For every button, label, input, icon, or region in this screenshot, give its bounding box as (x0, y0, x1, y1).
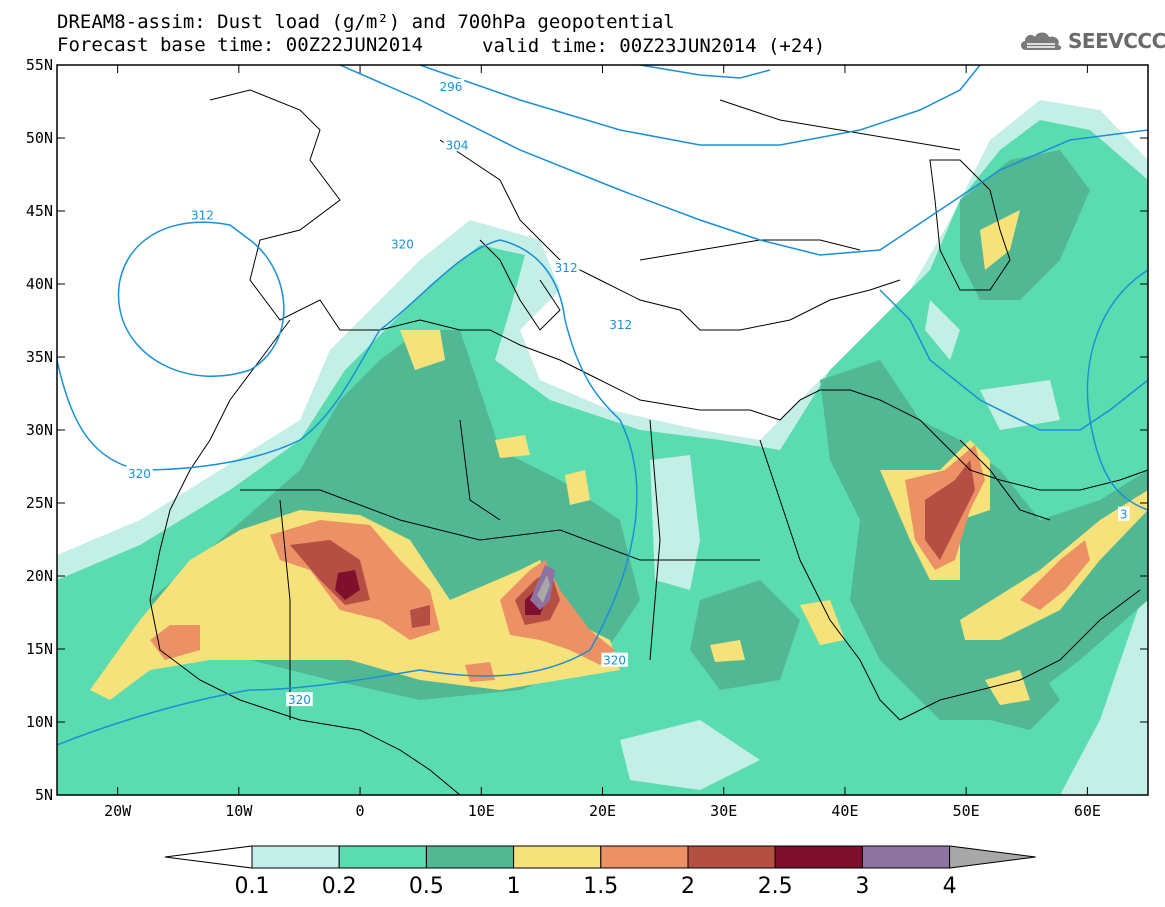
lat-tick-label: 10N (26, 713, 53, 731)
contour-label: 320 (128, 467, 151, 481)
lat-tick-label: 55N (26, 56, 53, 74)
contour-label: 320 (288, 693, 311, 707)
colorbar-label: 1.5 (583, 874, 618, 899)
colorbar-label: 0.1 (235, 874, 270, 899)
contour-label-bg (286, 692, 313, 707)
lon-tick-label: 10W (225, 802, 253, 820)
colorbar-swatch (861, 845, 951, 869)
lon-tick-label: 0 (356, 802, 365, 820)
lon-tick-label: 20W (104, 802, 132, 820)
coastlines (149, 89, 1148, 795)
colorbar-label: 1 (507, 874, 521, 899)
lat-tick-label: 30N (26, 421, 53, 439)
colorbar-swatch (687, 845, 776, 869)
title-line-2: Forecast base time: 00Z22JUN2014 (57, 34, 424, 56)
colorbar-swatch (338, 845, 427, 869)
contour-label: 312 (609, 318, 632, 332)
contour-label: 304 (446, 138, 469, 152)
valid-time: valid time: 00Z23JUN2014 (+24) (482, 35, 826, 57)
latitude-axis: 55N 50N 45N 40N 35N 30N 25N 20N 15N 10N 5N (26, 56, 1148, 804)
colorbar-label: 2 (681, 874, 695, 899)
contour-label: 312 (555, 261, 578, 275)
contour-label-bg (389, 236, 416, 251)
colorbar-swatch (513, 845, 602, 869)
colorbar-swatch (600, 845, 689, 869)
colorbar-swatch (774, 845, 863, 869)
contour-label: 320 (603, 654, 626, 668)
contour-label-bg (1118, 506, 1130, 521)
lon-tick-label: 10E (468, 802, 495, 820)
colorbar-over-arrow (949, 845, 1036, 869)
contour-label: 320 (391, 238, 414, 252)
lat-tick-label: 45N (26, 202, 53, 220)
lon-tick-label: 20E (589, 802, 616, 820)
colorbar-swatch (251, 845, 340, 869)
contour-label: 312 (191, 208, 214, 222)
cloud-icon (1020, 32, 1062, 51)
colorbar-under-arrow (164, 845, 253, 869)
contour-label-bg (189, 207, 216, 222)
contour-label: 296 (440, 80, 463, 94)
contour-label-bg (443, 137, 471, 152)
lon-tick-label: 50E (953, 802, 980, 820)
longitude-axis: 20W 10W 0 10E 20E 30E 40E 50E 60E (104, 65, 1101, 820)
colorbar-label: 3 (855, 874, 869, 899)
colorbar-label: 2.5 (758, 874, 793, 899)
colorbar-label: 0.5 (409, 874, 444, 899)
lat-tick-label: 20N (26, 567, 53, 585)
contour-label-bg (437, 78, 465, 93)
lat-tick-label: 35N (26, 348, 53, 366)
contour-labels: 296 304 312 312 320 312 320 320 320 3 (126, 78, 1130, 707)
contour-label: 3 (1120, 508, 1128, 522)
colorbar-label: 4 (943, 874, 957, 899)
colorbar: 0.1 0.2 0.5 1 1.5 2 2.5 3 4 (164, 845, 1036, 899)
contour-label-bg (601, 652, 628, 667)
dust-field (57, 100, 1148, 795)
logo-text: SEEVCCC (1068, 29, 1165, 53)
geopotential-contours (57, 65, 1148, 746)
contour-label-bg (552, 259, 580, 274)
title-line-1: DREAM8-assim: Dust load (g/m²) and 700hP… (57, 11, 675, 33)
lon-tick-label: 40E (831, 802, 858, 820)
lat-tick-label: 5N (35, 786, 53, 804)
contour-label-bg (126, 465, 153, 480)
contour-label-bg (607, 316, 634, 331)
lat-tick-label: 50N (26, 129, 53, 147)
seevccc-logo: SEEVCCC (1018, 27, 1165, 55)
lon-tick-label: 30E (710, 802, 737, 820)
lat-tick-label: 40N (26, 275, 53, 293)
colorbar-label: 0.2 (322, 874, 357, 899)
lon-tick-label: 60E (1074, 802, 1101, 820)
colorbar-swatch (425, 845, 515, 869)
lat-tick-label: 25N (26, 494, 53, 512)
lat-tick-label: 15N (26, 640, 53, 658)
